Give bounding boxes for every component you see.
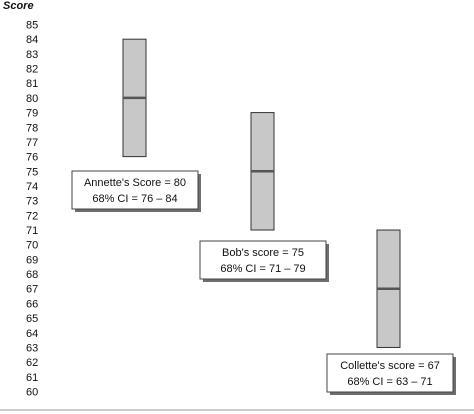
y-tick-label: 63	[26, 342, 38, 354]
annotation-box	[199, 240, 327, 280]
y-tick-label: 72	[26, 210, 38, 222]
y-axis-label: Score	[3, 0, 34, 12]
y-tick-label: 85	[26, 20, 38, 32]
y-tick-label: 65	[26, 313, 38, 325]
y-tick-label: 62	[26, 357, 38, 369]
y-tick-label: 67	[26, 284, 38, 296]
y-axis-ticks: 85 84 83 82 81 80 79 78 77 76 75 74 73 72 71 70 69 68 67 66…	[26, 20, 38, 399]
annotation-score: Collette's score = 67	[340, 360, 440, 372]
y-tick-label: 81	[26, 78, 38, 90]
y-tick-label: 76	[26, 152, 38, 164]
annotation-box	[71, 170, 199, 210]
y-tick-label: 61	[26, 372, 38, 384]
y-tick-label: 84	[26, 34, 38, 46]
annotation-ci: 68% CI = 76 – 84	[92, 193, 177, 205]
y-tick-label: 83	[26, 49, 38, 61]
y-tick-label: 82	[26, 64, 38, 76]
y-tick-label: 77	[26, 137, 38, 149]
y-tick-label: 75	[26, 166, 38, 178]
y-tick-label: 73	[26, 196, 38, 208]
annotation-score: Bob's score = 75	[222, 247, 304, 259]
y-tick-label: 69	[26, 254, 38, 266]
y-tick-label: 68	[26, 269, 38, 281]
y-tick-label: 66	[26, 298, 38, 310]
annotation-boxes: Annette's Score = 80 68% CI = 76 – 84 Bob'…	[71, 170, 456, 395]
y-tick-label: 70	[26, 240, 38, 252]
annotation-box	[326, 353, 454, 393]
y-tick-label: 80	[26, 93, 38, 105]
y-tick-label: 74	[26, 181, 38, 193]
y-tick-label: 71	[26, 225, 38, 237]
y-tick-label: 60	[26, 387, 38, 399]
y-tick-label: 79	[26, 108, 38, 120]
ci-bars	[122, 38, 401, 348]
annotation-ci: 68% CI = 63 – 71	[347, 376, 432, 388]
annotation-score: Annette's Score = 80	[84, 177, 186, 189]
y-tick-label: 78	[26, 122, 38, 134]
y-tick-label: 64	[26, 328, 38, 340]
annotation-ci: 68% CI = 71 – 79	[220, 263, 305, 275]
